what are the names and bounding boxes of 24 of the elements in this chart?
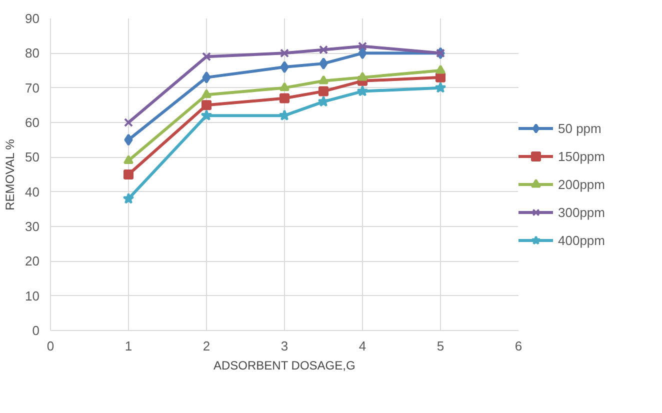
x-tick-label: 1 xyxy=(124,338,132,354)
x-tick-label: 4 xyxy=(358,338,366,354)
y-tick-label: 0 xyxy=(32,323,40,338)
y-tick-label: 10 xyxy=(25,288,40,304)
legend-label: 50 ppm xyxy=(558,120,602,136)
legend-label: 400ppm xyxy=(558,232,605,248)
y-tick-label: 70 xyxy=(25,80,40,96)
legend-label: 300ppm xyxy=(558,204,605,220)
y-tick-label: 40 xyxy=(25,184,40,200)
x-tick-label: 3 xyxy=(280,338,288,354)
y-axis-title: REMOVAL % xyxy=(3,138,18,210)
y-tick-label: 80 xyxy=(25,46,40,61)
y-tick-label: 30 xyxy=(25,219,40,234)
y-tick-label: 50 xyxy=(25,150,40,165)
x-tick-label: 0 xyxy=(46,338,54,354)
x-tick-label: 5 xyxy=(436,338,444,354)
y-tick-label: 60 xyxy=(25,115,40,130)
x-tick-label: 6 xyxy=(514,338,522,354)
x-tick-label: 2 xyxy=(202,338,210,354)
x-axis-title: ADSORBENT DOSAGE,G xyxy=(213,358,356,372)
legend-label: 150ppm xyxy=(558,148,605,164)
legend-label: 200ppm xyxy=(558,176,605,192)
y-tick-label: 20 xyxy=(25,254,40,269)
y-tick-label: 90 xyxy=(25,11,40,26)
